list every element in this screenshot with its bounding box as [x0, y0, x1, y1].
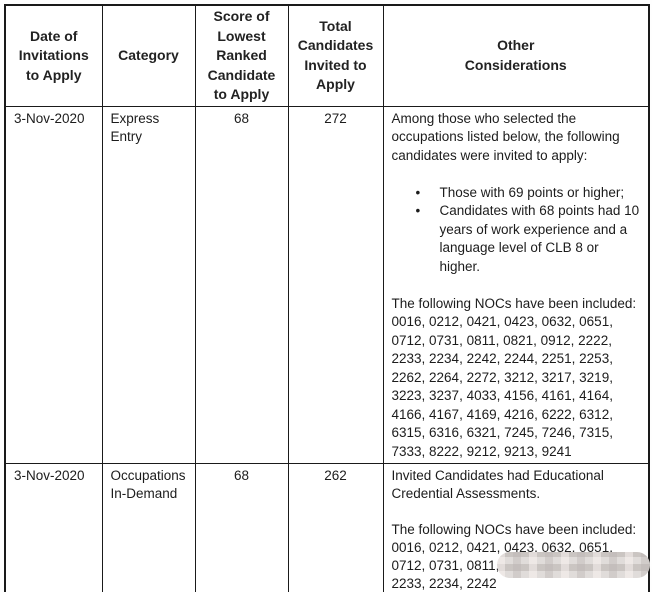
cell-score: 68 [194, 105, 289, 464]
cell-total: 262 [287, 463, 384, 592]
cell-score: 68 [194, 463, 289, 592]
bullet-item: Those with 69 points or higher; [392, 184, 643, 203]
header-category: Category [101, 4, 196, 107]
cell-category: Occupations In-Demand [101, 463, 196, 592]
cell-category: Express Entry [101, 105, 196, 464]
cell-date: 3-Nov-2020 [4, 105, 103, 464]
header-other-considerations: Other Considerations [382, 4, 650, 107]
other-intro-paragraph: Invited Candidates had Educational Crede… [391, 468, 604, 501]
noc-heading: The following NOCs have been included: [391, 522, 637, 537]
cell-date: 3-Nov-2020 [4, 463, 103, 592]
header-score-lowest-ranked: Score of Lowest Ranked Candidate to Appl… [194, 4, 289, 107]
table-header: Date of Invitations to Apply Category Sc… [4, 4, 650, 107]
cell-total: 272 [287, 105, 384, 464]
cell-other-considerations: Among those who selected the occupations… [382, 105, 650, 464]
table-row-express-entry: 3-Nov-2020 Express Entry 68 272 Among th… [4, 105, 650, 464]
other-intro-paragraph: Among those who selected the occupations… [391, 110, 620, 163]
table-body: 3-Nov-2020 Express Entry 68 272 Among th… [4, 105, 650, 592]
bullet-list: Those with 69 points or higher; Candidat… [392, 184, 643, 277]
header-date-of-invitations: Date of Invitations to Apply [4, 4, 103, 107]
redaction-overlay [497, 552, 650, 578]
table-row-occupations-in-demand: 3-Nov-2020 Occupations In-Demand 68 262 … [4, 463, 650, 592]
bullet-item: Candidates with 68 points had 10 years o… [392, 202, 643, 276]
invitation-rounds-table: Date of Invitations to Apply Category Sc… [4, 4, 650, 592]
noc-list: 0016, 0212, 0421, 0423, 0632, 0651, 0712… [391, 314, 613, 459]
header-row: Date of Invitations to Apply Category Sc… [4, 4, 650, 107]
noc-heading: The following NOCs have been included: [391, 295, 637, 311]
header-total-candidates: Total Candidates Invited to Apply [287, 4, 384, 107]
